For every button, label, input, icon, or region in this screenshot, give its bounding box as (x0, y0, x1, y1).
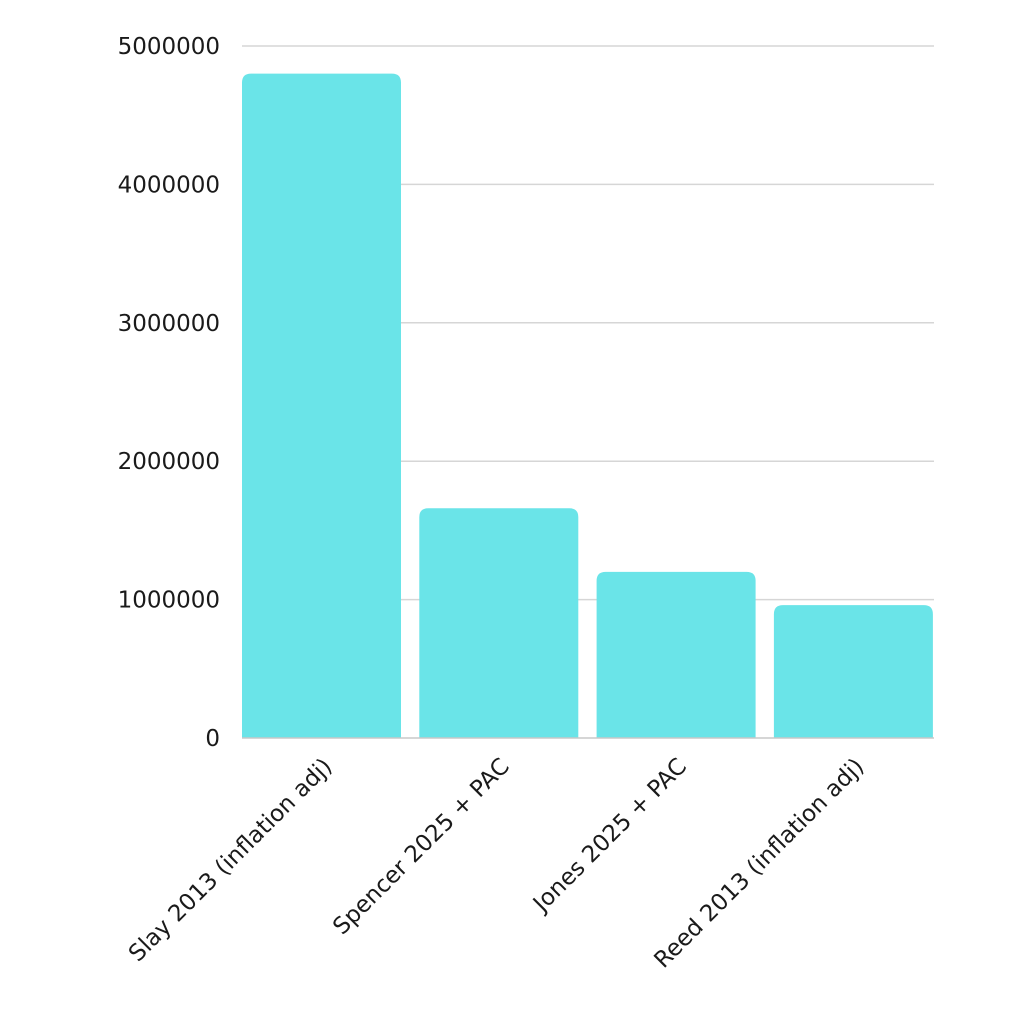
bars-layer (242, 73, 933, 739)
bar (773, 605, 933, 738)
x-axis-categories: Slay 2013 (inflation adj)Spencer 2025 + … (124, 754, 869, 974)
y-tick-label: 3000000 (118, 311, 220, 337)
y-tick-label: 5000000 (118, 34, 220, 60)
x-category-label: Slay 2013 (inflation adj) (124, 754, 337, 967)
bar (242, 73, 401, 739)
x-category-label: Reed 2013 (inflation adj) (649, 754, 869, 974)
y-tick-label: 1000000 (118, 588, 220, 614)
y-axis-ticks: 0 1000000 2000000 3000000 4000000 5000000 (118, 34, 220, 752)
y-tick-label: 2000000 (118, 449, 220, 475)
x-category-label: Spencer 2025 + PAC (328, 754, 514, 940)
bar (596, 571, 756, 738)
x-category-label: Jones 2025 + PAC (527, 754, 692, 919)
y-tick-label: 0 (205, 726, 220, 752)
y-tick-label: 4000000 (118, 172, 220, 198)
bar (419, 508, 579, 738)
